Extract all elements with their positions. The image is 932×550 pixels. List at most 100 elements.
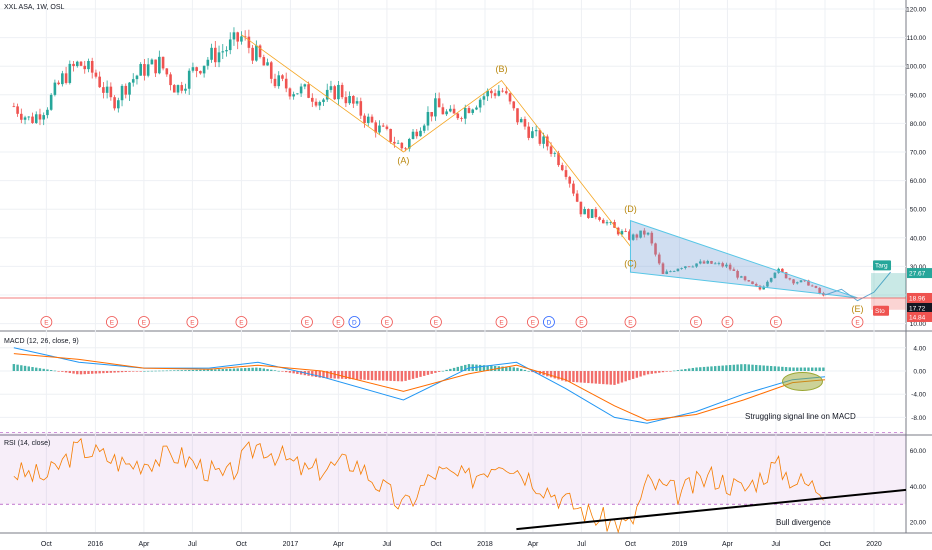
candle-body (206, 59, 210, 66)
macd-histogram-bar (557, 371, 560, 380)
macd-histogram-bar (822, 367, 825, 371)
x-tick-label: Oct (431, 541, 442, 548)
macd-histogram-bar (385, 371, 389, 381)
candle-body (75, 61, 79, 67)
candle-body (799, 280, 803, 283)
candle-body (795, 282, 799, 284)
macd-histogram-bar (202, 369, 206, 371)
candle-body (404, 148, 407, 150)
candle-body (508, 93, 512, 102)
macd-histogram-bar (333, 371, 336, 379)
price-tick-label: 110.00 (907, 35, 927, 42)
macd-histogram-bar (158, 370, 161, 372)
macd-histogram-bar (769, 366, 773, 371)
earnings-marker-label: E (44, 320, 49, 327)
candle-body (531, 131, 534, 138)
earnings-marker (851, 316, 864, 328)
macd-histogram-bar (740, 364, 743, 371)
candle-body (698, 261, 702, 264)
macd-histogram-bar (602, 371, 605, 385)
candle-body (57, 82, 60, 85)
macd-histogram-bar (728, 365, 732, 371)
candle-body (523, 119, 527, 127)
candle-body (64, 73, 68, 83)
candle-body (434, 98, 437, 117)
macd-histogram-bar (755, 364, 758, 371)
macd-histogram-bar (214, 369, 217, 371)
macd-histogram-bar (258, 367, 262, 371)
macd-histogram-bar (68, 371, 72, 374)
macd-histogram-bar (493, 365, 497, 371)
candle-body (303, 84, 307, 87)
macd-histogram-bar (210, 369, 213, 371)
signal-line (13, 353, 826, 421)
candle-body (180, 85, 184, 91)
price-label-text: 18.96 (909, 295, 926, 302)
macd-histogram-bar (441, 370, 445, 372)
candle-body (370, 116, 374, 123)
target-zone (871, 273, 906, 298)
macd-histogram-bar (672, 370, 676, 372)
candle-body (422, 125, 426, 131)
macd-title: MACD (12, 26, close, 9) (4, 338, 79, 345)
macd-histogram-bar (199, 369, 202, 371)
macd-histogram-bar (523, 369, 527, 371)
macd-histogram-bar (184, 370, 187, 371)
earnings-marker-label: E (579, 320, 584, 327)
earnings-marker (106, 316, 118, 328)
macd-histogram-bar (650, 371, 653, 374)
candle-body (214, 47, 217, 63)
macd-histogram-bar (661, 371, 665, 373)
macd-histogram-bar (352, 371, 355, 380)
candle-body (236, 32, 239, 42)
price-label-box (907, 292, 932, 303)
candle-body (124, 85, 128, 95)
rsi-tick-label: 40.00 (910, 484, 927, 491)
candle-body (217, 52, 221, 63)
earnings-marker-label: D (352, 320, 357, 327)
stop-zone (871, 297, 906, 310)
candle-body (31, 116, 34, 123)
macd-histogram-bar (575, 371, 579, 383)
price-label-text: 14.84 (909, 314, 926, 321)
macd-histogram-bar (381, 371, 385, 381)
candle-body (318, 102, 322, 106)
candle-body (643, 230, 646, 235)
macd-histogram-bar (132, 371, 135, 372)
candle-body (687, 266, 691, 268)
macd-histogram-bar (680, 369, 683, 371)
candle-body (128, 82, 131, 95)
x-tick-label: 2020 (866, 541, 882, 548)
candle-body (288, 88, 292, 97)
candle-body (564, 170, 568, 177)
candle-body (568, 176, 572, 184)
candle-body (695, 263, 698, 267)
earnings-marker-label: E (110, 320, 115, 327)
macd-histogram-bar (173, 370, 176, 371)
candle-body (557, 153, 560, 166)
candle-body (475, 107, 478, 110)
macd-histogram-bar (165, 370, 169, 372)
macd-histogram-bar (370, 371, 374, 381)
macd-histogram-bar (311, 371, 314, 377)
macd-histogram-bar (758, 365, 762, 371)
price-tick-label: 50.00 (910, 207, 927, 214)
candle-body (42, 115, 46, 120)
price-tick-label: 80.00 (910, 121, 927, 128)
macd-histogram-bar (277, 370, 280, 372)
candle-body (650, 232, 654, 244)
macd-histogram-bar (796, 367, 799, 371)
macd-histogram-bar (284, 371, 288, 373)
candle-body (504, 91, 508, 94)
candle-body (691, 266, 695, 268)
earnings-marker-label: E (434, 320, 439, 327)
candle-body (72, 63, 75, 67)
macd-histogram-bar (281, 371, 284, 372)
candle-body (814, 286, 818, 288)
x-tick-label: 2018 (477, 541, 493, 548)
macd-histogram-bar (270, 369, 273, 371)
macd-histogram-bar (549, 371, 553, 378)
macd-histogram-bar (505, 366, 508, 371)
candle-body (609, 222, 613, 223)
macd-histogram-bar (747, 364, 750, 371)
